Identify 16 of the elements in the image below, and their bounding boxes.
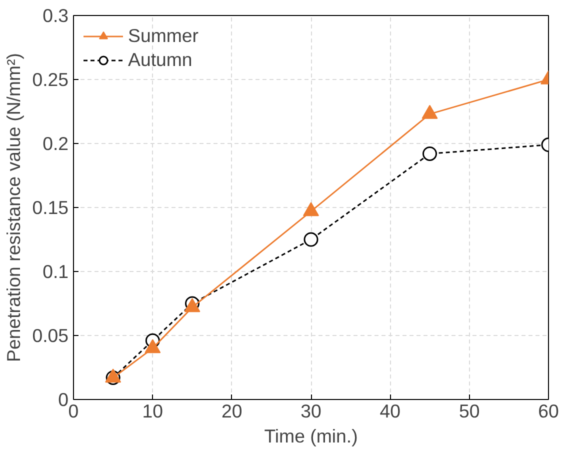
legend-label: Summer — [128, 25, 198, 47]
x-axis-title: Time (min.) — [264, 426, 358, 446]
y-tick-label: 0.05 — [32, 325, 68, 346]
x-tick-label: 30 — [300, 400, 322, 422]
y-axis-title: Penetration resistance value (N/mm²) — [3, 53, 24, 362]
legend-label: Autumn — [128, 49, 192, 71]
x-tick-label: 20 — [221, 400, 242, 422]
x-tick-label: 10 — [142, 400, 164, 422]
x-tick-label: 40 — [380, 400, 401, 422]
y-tick-label: 0.3 — [42, 5, 69, 26]
x-tick-label: 60 — [538, 400, 559, 422]
y-tick-label: 0.25 — [32, 69, 68, 90]
y-tick-label: 0.2 — [42, 133, 69, 154]
y-tick-label: 0.15 — [32, 197, 68, 218]
x-tick-label: 50 — [458, 400, 480, 422]
y-tick-label: 0.1 — [42, 261, 69, 282]
